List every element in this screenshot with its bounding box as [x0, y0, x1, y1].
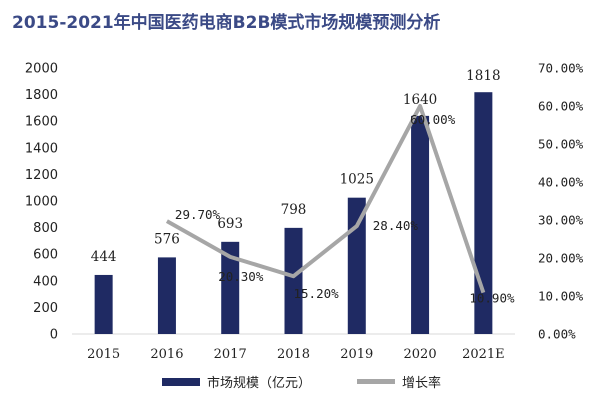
bar-value-label: 576 — [154, 231, 180, 247]
growth-rate-label: 28.40% — [373, 218, 419, 233]
y-left-tick-label: 2000 — [25, 62, 58, 77]
growth-rate-label: 60.00% — [410, 112, 456, 127]
bar-value-label: 693 — [217, 216, 243, 232]
bar-value-label: 798 — [281, 202, 307, 218]
x-tick-label: 2015 — [87, 347, 120, 362]
legend-line-label: 增长率 — [402, 375, 441, 391]
bar-value-label: 444 — [91, 249, 117, 265]
x-tick-label: 2016 — [150, 347, 183, 362]
growth-rate-label: 20.30% — [218, 269, 264, 284]
x-tick-label: 2020 — [404, 347, 437, 362]
y-left-tick-label: 200 — [33, 301, 58, 316]
y-right-tick-label: 30.00% — [538, 213, 584, 228]
y-right-tick-label: 40.00% — [538, 175, 584, 190]
growth-rate-label: 10.90% — [469, 291, 515, 306]
y-right-tick-label: 20.00% — [538, 251, 584, 266]
bar-value-label: 1640 — [403, 92, 437, 108]
y-left-tick-label: 0 — [50, 328, 58, 343]
y-left-tick-label: 400 — [33, 274, 58, 289]
legend-bar-swatch — [162, 378, 200, 386]
y-left-tick-label: 1400 — [25, 141, 58, 156]
bar-value-label: 1818 — [466, 68, 500, 84]
y-right-tick-label: 60.00% — [538, 99, 584, 114]
bar-2020 — [411, 115, 430, 334]
x-tick-label: 2019 — [340, 347, 373, 362]
bar-2016 — [157, 257, 176, 334]
x-tick-label: 2021E — [462, 347, 505, 362]
growth-rate-line — [165, 104, 486, 294]
growth-rate-label: 29.70% — [175, 207, 221, 222]
y-right-tick-label: 0.00% — [538, 327, 576, 342]
y-left-tick-label: 1600 — [25, 115, 58, 130]
chart-title: 2015-2021年中国医药电商B2B模式市场规模预测分析 — [12, 13, 441, 33]
y-left-tick-label: 1000 — [25, 195, 58, 210]
legend-line-swatch — [357, 379, 395, 384]
y-left-tick-label: 1800 — [25, 88, 58, 103]
y-left-tick-label: 1200 — [25, 168, 58, 183]
bar-2018 — [284, 227, 303, 334]
bar-value-label: 1025 — [340, 172, 374, 188]
growth-rate-label: 15.20% — [294, 286, 340, 301]
legend-bar-label: 市场规模（亿元） — [207, 375, 311, 391]
y-right-tick-label: 70.00% — [538, 61, 584, 76]
x-tick-label: 2018 — [277, 347, 310, 362]
y-right-tick-label: 10.00% — [538, 289, 584, 304]
y-right-tick-label: 50.00% — [538, 137, 584, 152]
y-left-tick-label: 800 — [33, 221, 58, 236]
x-tick-label: 2017 — [214, 347, 247, 362]
bar-2015 — [94, 274, 113, 334]
bar-2017 — [221, 241, 240, 334]
y-left-tick-label: 600 — [33, 248, 58, 263]
